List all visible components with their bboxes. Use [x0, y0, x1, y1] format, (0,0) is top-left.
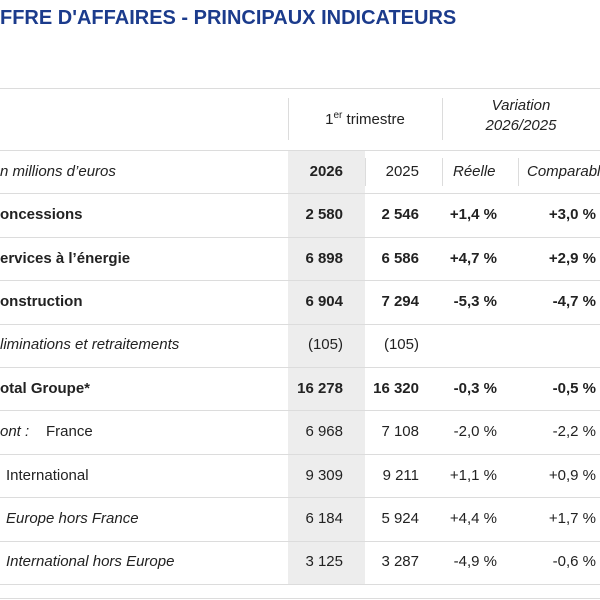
- period-header: 1er trimestre: [288, 106, 442, 130]
- cell: 2026: [309, 162, 343, 180]
- cell: +0,9 %: [548, 466, 596, 484]
- column-header: Comparabl: [527, 162, 600, 180]
- divider: [442, 98, 443, 140]
- cell: -4,9 %: [453, 553, 497, 571]
- cell: 16 278: [297, 379, 343, 397]
- row-label: onstruction: [0, 292, 83, 310]
- rule: [0, 323, 600, 325]
- cell: 6 586: [381, 249, 419, 267]
- rule: [0, 598, 600, 599]
- period-suffix: er: [333, 110, 343, 121]
- cell: -4,7 %: [552, 292, 596, 310]
- cell: 7 294: [381, 292, 419, 310]
- row-label: International: [6, 466, 89, 484]
- cell: -0,3 %: [453, 379, 497, 397]
- rule: [0, 280, 600, 282]
- cell: -2,0 %: [453, 423, 497, 441]
- cell: +4,7 %: [449, 249, 497, 267]
- row-prefix: ont :: [0, 423, 30, 441]
- cell: +2,9 %: [548, 249, 596, 267]
- cell: -5,3 %: [453, 292, 497, 310]
- cell: 2 546: [381, 206, 419, 224]
- row-label: International hors Europe: [6, 553, 175, 571]
- row-label: oncessions: [0, 206, 83, 224]
- period-number: 1: [325, 111, 334, 128]
- row-label: liminations et retraitements: [0, 336, 180, 354]
- rule: [0, 367, 600, 368]
- row-label: France: [46, 423, 93, 441]
- cell: 9 309: [305, 466, 343, 484]
- rule: [0, 236, 600, 238]
- rule: [0, 540, 600, 542]
- row-label: otal Groupe*: [0, 379, 91, 397]
- cell: 2 580: [305, 206, 343, 224]
- divider: [288, 98, 289, 140]
- rule: [0, 410, 600, 412]
- cell: 6 904: [305, 292, 343, 310]
- cell: +4,4 %: [449, 509, 497, 527]
- divider: [442, 158, 443, 186]
- divider: [518, 158, 519, 186]
- variation-header: 2026/2025: [485, 117, 557, 134]
- cell: 6 968: [305, 423, 343, 441]
- row-label: ervices à l’énergie: [0, 249, 131, 267]
- row-label: Europe hors France: [6, 509, 139, 527]
- cell: +1,4 %: [449, 206, 497, 224]
- cell: (105): [383, 336, 419, 354]
- column-header: Réelle: [453, 162, 496, 180]
- cell: 5 924: [381, 509, 419, 527]
- rule: [0, 193, 600, 195]
- cell: 3 287: [381, 553, 419, 571]
- rule: [0, 150, 600, 151]
- title: FFRE D'AFFAIRES - PRINCIPAUX INDICATEURS: [0, 7, 457, 29]
- cell: -0,5 %: [552, 379, 596, 397]
- cell: +1,7 %: [548, 509, 596, 527]
- divider: [365, 158, 366, 186]
- cell: (105): [307, 336, 343, 354]
- period-text: trimestre: [346, 111, 405, 128]
- cell: +1,1 %: [449, 466, 497, 484]
- variation-header: Variation: [491, 97, 551, 114]
- cell: -2,2 %: [552, 423, 596, 441]
- rule: [0, 88, 600, 89]
- cell: 16 320: [373, 379, 419, 397]
- cell: 2025: [385, 162, 419, 180]
- cell: 3 125: [305, 553, 343, 571]
- cell: 6 898: [305, 249, 343, 267]
- rule: [0, 453, 600, 455]
- cell: 9 211: [382, 466, 419, 484]
- rule: [0, 584, 600, 585]
- cell: 7 108: [381, 423, 419, 441]
- unit-label: n millions d’euros: [0, 162, 116, 180]
- cell: +3,0 %: [548, 206, 596, 224]
- cell: -0,6 %: [552, 553, 596, 571]
- cell: 6 184: [305, 509, 343, 527]
- rule: [0, 497, 600, 499]
